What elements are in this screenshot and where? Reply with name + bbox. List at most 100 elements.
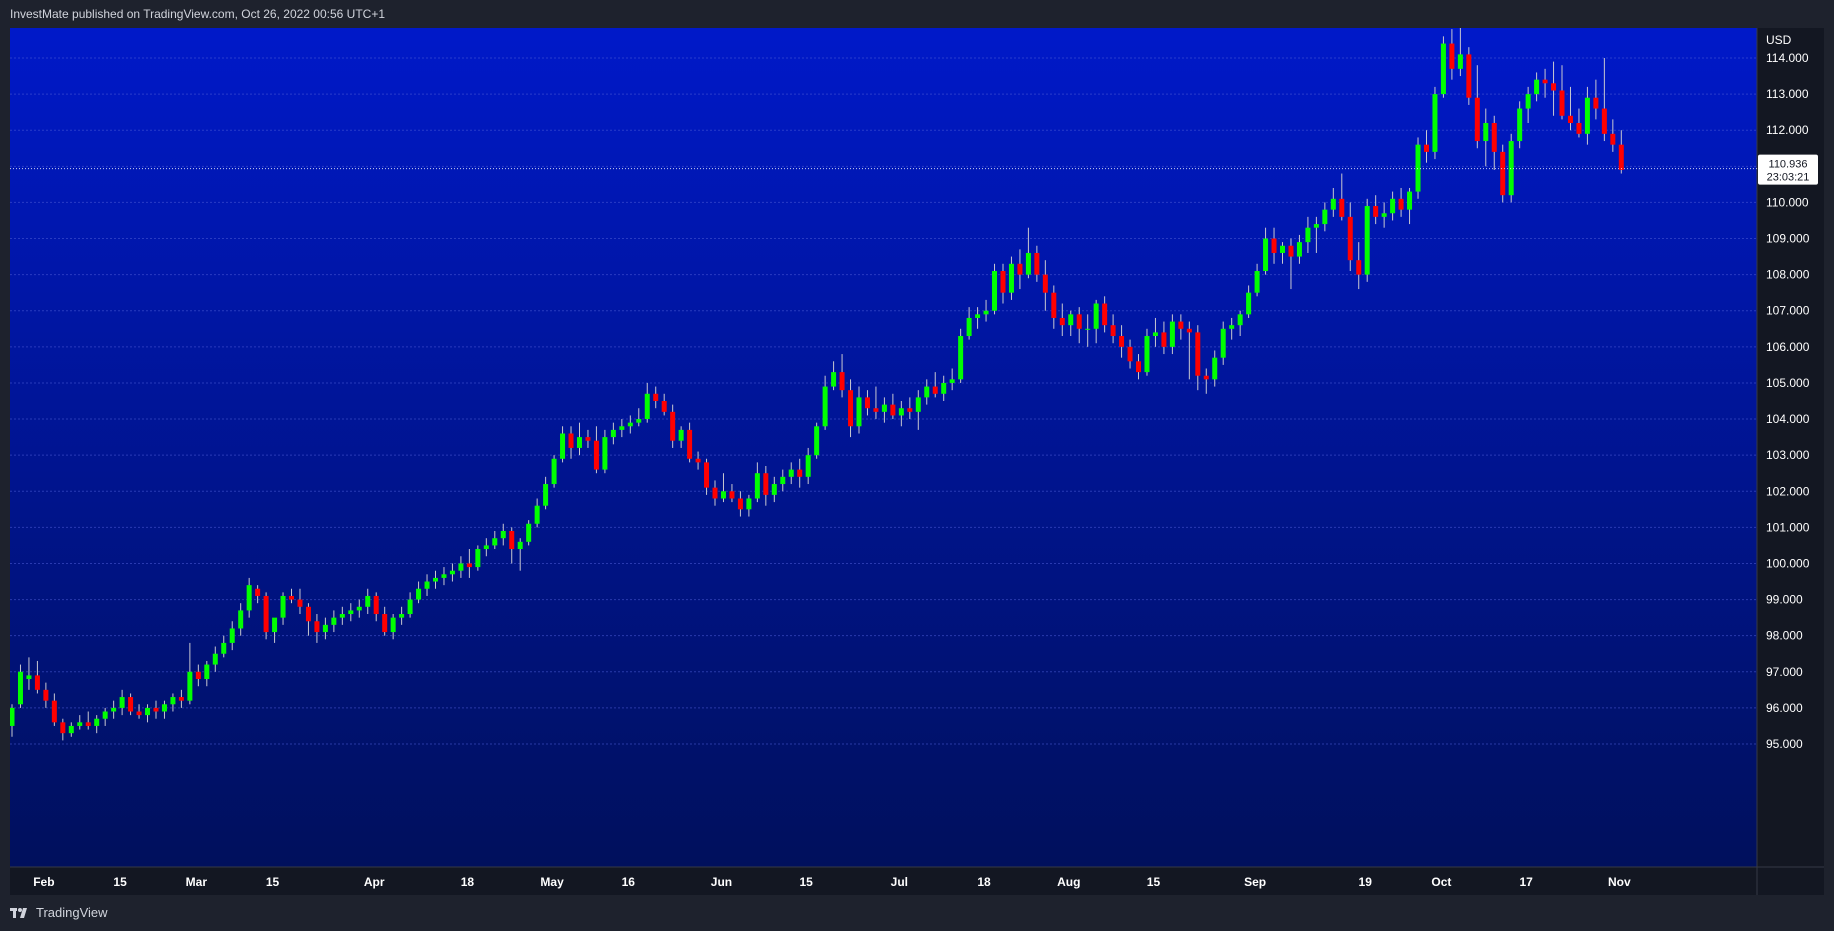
price-tick-label: 97.000 xyxy=(1766,665,1803,679)
last-price-countdown: 23:03:21 xyxy=(1767,172,1810,184)
candle xyxy=(509,527,515,564)
candle-body xyxy=(1246,292,1252,315)
candle-body xyxy=(1110,325,1116,337)
candle xyxy=(1483,108,1489,167)
candle-body xyxy=(246,585,252,611)
candle-body xyxy=(1618,144,1624,170)
candle xyxy=(619,419,625,438)
candle-body xyxy=(1254,271,1260,293)
candle-body xyxy=(1339,198,1345,217)
candle xyxy=(1466,47,1472,105)
candle-body xyxy=(966,317,972,337)
candle xyxy=(466,549,472,578)
candle-body xyxy=(1423,144,1429,152)
candle xyxy=(788,462,794,485)
candle xyxy=(1618,130,1624,174)
candle xyxy=(297,588,303,615)
candle-body xyxy=(746,498,752,510)
candle xyxy=(1457,28,1463,77)
candle xyxy=(356,599,362,618)
candle xyxy=(915,390,921,430)
candle xyxy=(407,592,413,618)
candle-body xyxy=(77,722,83,726)
price-tick-label: 96.000 xyxy=(1766,701,1803,715)
candle xyxy=(720,473,726,503)
candle xyxy=(966,307,972,340)
candle xyxy=(1551,61,1557,116)
candle-body xyxy=(1610,133,1616,145)
candle xyxy=(1068,310,1074,337)
candle-body xyxy=(94,718,100,726)
candle xyxy=(856,386,862,434)
candle-body xyxy=(111,707,117,712)
candle-body xyxy=(610,429,616,438)
candle-body xyxy=(1263,238,1269,272)
candle-body xyxy=(483,545,489,550)
candle-body xyxy=(949,379,955,383)
candle xyxy=(610,422,616,445)
candle xyxy=(1085,314,1091,347)
candle-body xyxy=(1534,79,1540,95)
time-axis[interactable]: Feb 15 Mar 15 Apr 18 May 16 Jun 15 Jul 18 Aug 15 Sep 19… xyxy=(10,867,1824,895)
grid-lines xyxy=(10,57,1757,745)
candle-body xyxy=(43,689,49,701)
candle-body xyxy=(331,617,337,625)
footer-bar: TradingView xyxy=(0,895,1834,931)
candle-body xyxy=(1601,108,1607,134)
candle xyxy=(576,422,582,456)
candle xyxy=(593,426,599,474)
candle xyxy=(331,610,337,633)
candle xyxy=(170,693,176,712)
candle-body xyxy=(373,595,379,615)
candle-body xyxy=(424,581,430,589)
candle xyxy=(1059,303,1065,337)
candle-body xyxy=(1381,213,1387,217)
price-tick-label: 108.000 xyxy=(1766,268,1810,282)
candle xyxy=(1296,234,1302,264)
candle xyxy=(94,715,100,734)
candle xyxy=(763,465,769,506)
candle-body xyxy=(441,574,447,578)
candle xyxy=(305,603,311,636)
candle-body xyxy=(238,610,244,629)
candle xyxy=(551,455,557,488)
candle-body xyxy=(85,722,91,726)
time-tick-label: Jun xyxy=(711,875,732,889)
price-axis[interactable]: USD 95.000 96.000 97.000 98.000 99.000 100.00… xyxy=(1757,28,1824,867)
candlestick-chart[interactable]: USD 95.000 96.000 97.000 98.000 99.000 100.00… xyxy=(10,28,1824,895)
price-tick-label: 106.000 xyxy=(1766,340,1810,354)
candle xyxy=(1042,260,1048,311)
candle-body xyxy=(593,440,599,470)
candle xyxy=(373,592,379,622)
candle xyxy=(729,484,735,503)
candle-body xyxy=(636,419,642,423)
candle xyxy=(1127,339,1133,369)
candle-body xyxy=(26,675,32,680)
candle xyxy=(195,664,201,687)
candle xyxy=(1610,119,1616,152)
candle-body xyxy=(848,390,854,427)
candle-body xyxy=(458,563,464,571)
candle-body xyxy=(322,624,328,633)
candle xyxy=(1169,314,1175,355)
candle-body xyxy=(509,530,515,550)
candle-body xyxy=(1152,332,1158,337)
candle xyxy=(161,700,167,719)
candle-body xyxy=(1474,97,1480,142)
candle-body xyxy=(399,614,405,618)
candle-body xyxy=(128,697,134,712)
candle xyxy=(737,491,743,517)
candle-body xyxy=(1212,357,1218,380)
candle xyxy=(390,614,396,640)
candle xyxy=(119,689,125,716)
candle xyxy=(111,700,117,719)
candle xyxy=(704,458,710,495)
last-price-box xyxy=(1758,154,1818,185)
candle xyxy=(348,603,354,622)
price-tick-label: 99.000 xyxy=(1766,593,1803,607)
tradingview-logo-icon[interactable] xyxy=(10,906,32,920)
price-tick-label: 100.000 xyxy=(1766,556,1810,570)
candle xyxy=(458,556,464,578)
footer-brand[interactable]: TradingView xyxy=(36,905,108,920)
